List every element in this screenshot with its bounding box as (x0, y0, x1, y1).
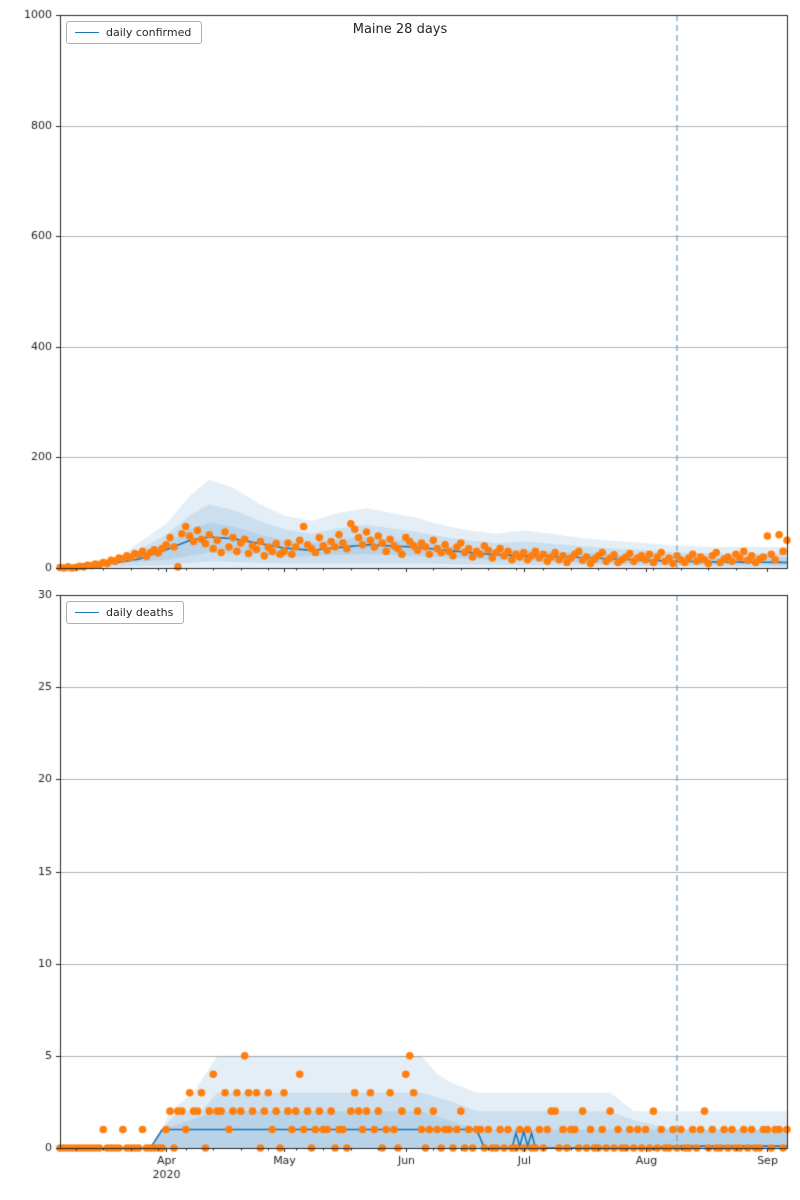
deaths-chart-canvas (0, 590, 800, 1200)
line-swatch-icon (75, 612, 99, 613)
legend-daily-confirmed: daily confirmed (66, 21, 203, 44)
line-swatch-icon (75, 32, 99, 33)
legend-label: daily deaths (106, 606, 174, 619)
legend-daily-deaths: daily deaths (66, 601, 185, 624)
legend-label: daily confirmed (106, 26, 192, 39)
confirmed-chart-canvas (0, 0, 800, 590)
